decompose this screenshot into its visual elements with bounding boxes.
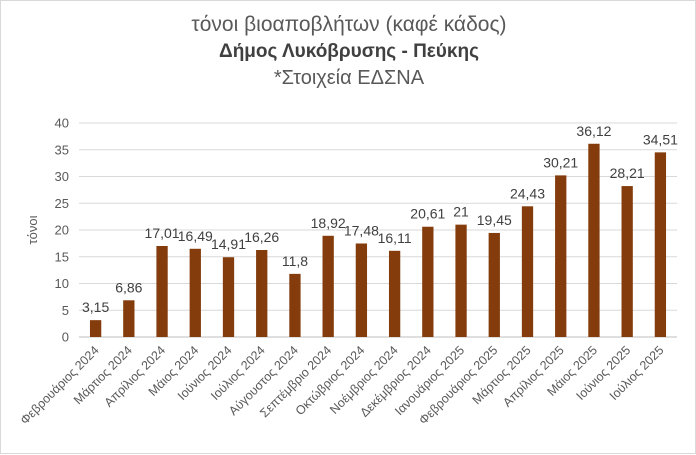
y-axis: 0 5 10 15 20 25 30 35 40: [55, 116, 69, 345]
data-label: 14,91: [211, 236, 246, 252]
data-label: 17,01: [145, 225, 180, 241]
y-tick-label: 5: [62, 303, 69, 318]
bar: [455, 224, 467, 337]
y-tick-label: 30: [55, 169, 69, 184]
data-label: 20,61: [410, 206, 445, 222]
bar: [322, 235, 334, 337]
bar: [555, 175, 567, 337]
data-label: 11,8: [282, 253, 308, 269]
data-label: 21: [453, 204, 469, 220]
gridlines: [79, 122, 677, 338]
data-label: 16,26: [244, 229, 279, 245]
bar: [222, 257, 235, 337]
bar: [189, 248, 201, 337]
data-label: 17,48: [344, 222, 379, 238]
chart-title: τόνοι βιοαποβλήτων (καφέ κάδος): [191, 13, 507, 36]
bar: [521, 206, 534, 337]
bar: [588, 143, 600, 337]
bar: [488, 232, 500, 337]
bar: [289, 273, 301, 337]
data-label: 3,15: [82, 299, 109, 315]
bar: [621, 186, 633, 337]
data-label: 30,21: [543, 154, 578, 170]
chart-title-block: τόνοι βιοαποβλήτων (καφέ κάδος) Δήμος Λυ…: [1, 11, 696, 91]
data-label: 19,45: [477, 212, 512, 228]
data-label: 16,11: [378, 230, 412, 246]
bar: [123, 300, 135, 337]
data-label: 36,12: [576, 123, 611, 139]
bar: [355, 243, 368, 337]
y-tick-label: 20: [55, 223, 69, 238]
chart-note: *Στοιχεία ΕΔΣΝΑ: [273, 67, 425, 89]
y-tick-label: 0: [62, 330, 69, 345]
bar: [654, 152, 667, 337]
chart-subtitle: Δήμος Λυκόβρυσης - Πεύκης: [219, 41, 479, 62]
data-label: 34,51: [643, 131, 678, 147]
y-tick-label: 40: [55, 116, 69, 131]
bar: [156, 245, 168, 337]
y-tick-label: 10: [55, 276, 69, 291]
data-label: 24,43: [510, 185, 545, 201]
data-label: 6,86: [115, 279, 142, 295]
bar: [388, 250, 401, 337]
data-label: 18,92: [311, 215, 346, 231]
data-label: 28,21: [610, 165, 645, 181]
bar: [422, 226, 434, 337]
data-label: 16,49: [178, 228, 213, 244]
y-axis-label: τόνοι: [25, 215, 40, 244]
bars: [89, 143, 667, 337]
y-tick-label: 25: [55, 196, 69, 211]
bar: [256, 250, 268, 337]
bar: [89, 320, 102, 337]
y-tick-label: 35: [55, 142, 69, 157]
y-tick-label: 15: [55, 249, 69, 264]
